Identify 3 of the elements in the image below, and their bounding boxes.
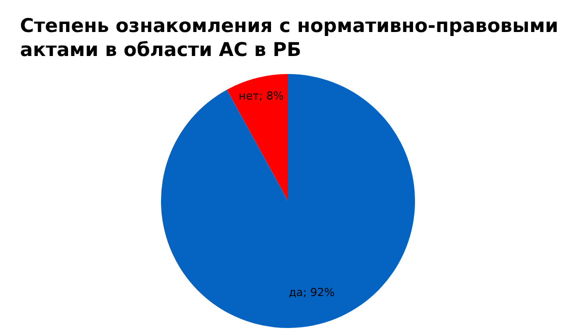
chart-title: Степень ознакомления с нормативно-правовыми актами в области АС в РБ xyxy=(20,14,560,62)
slice-label: нет; 8% xyxy=(238,89,284,102)
slice-label: да; 92% xyxy=(288,286,335,300)
